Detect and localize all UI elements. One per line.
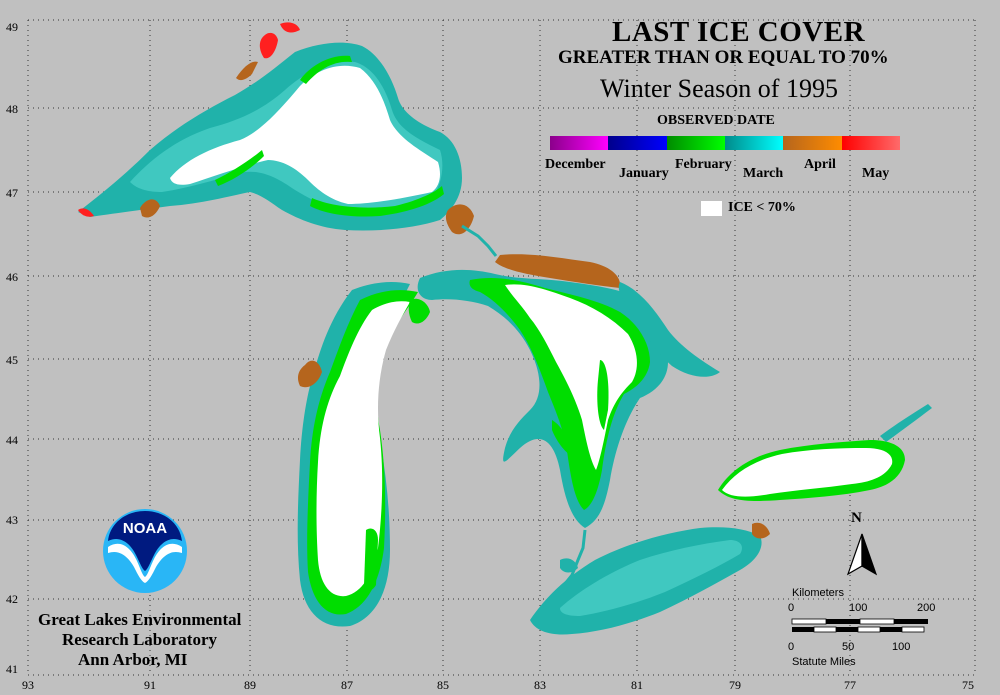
legend-swatch-december (550, 136, 609, 150)
legend-swatch-february (666, 136, 725, 150)
legend-swatch-may (841, 136, 900, 150)
lake-ontario (718, 404, 932, 501)
lat-label: 41 (6, 662, 18, 676)
scale-mi-tick: 50 (842, 641, 855, 653)
lat-label: 46 (6, 270, 18, 284)
scale-bar (791, 618, 928, 633)
lake-huron (417, 254, 720, 528)
lat-label: 47 (6, 186, 18, 200)
scale-km-tick: 0 (788, 602, 795, 614)
map-title: LAST ICE COVER (612, 16, 866, 48)
lat-label: 44 (6, 433, 18, 447)
lon-label: 79 (729, 678, 741, 692)
legend-label-may: May (862, 166, 890, 181)
scale-mi-title: Statute Miles (792, 656, 856, 668)
season-title: Winter Season of 1995 (600, 74, 838, 103)
lon-label: 81 (631, 678, 643, 692)
lat-label: 48 (6, 102, 18, 116)
ice-swatch (701, 201, 722, 216)
lon-label: 77 (844, 678, 856, 692)
lat-label: 42 (6, 592, 18, 606)
legend-color-bar (550, 136, 900, 150)
ice-legend-label: ICE < 70% (728, 200, 796, 215)
scale-km-tick: 200 (917, 602, 936, 614)
lon-label: 83 (534, 678, 546, 692)
agency-line3: Ann Arbor, MI (78, 650, 188, 669)
lon-label: 75 (962, 678, 974, 692)
north-label: N (851, 510, 862, 526)
scale-km-tick: 100 (849, 602, 868, 614)
map-subtitle: GREATER THAN OR EQUAL TO 70% (558, 47, 889, 68)
agency-line1: Great Lakes Environmental (38, 610, 242, 629)
lat-label: 45 (6, 353, 18, 367)
lat-label: 43 (6, 513, 18, 527)
lon-label: 85 (437, 678, 449, 692)
agency-line2: Research Laboratory (62, 630, 218, 649)
legend-swatch-march (724, 136, 784, 150)
scale-km-title: Kilometers (792, 587, 844, 599)
legend-label-march: March (743, 166, 784, 181)
north-arrow-icon (846, 533, 878, 576)
scale-mi-tick: 100 (892, 641, 911, 653)
lon-label: 89 (244, 678, 256, 692)
lake-superior (78, 22, 474, 235)
legend-swatch-january (608, 136, 667, 150)
lon-label: 91 (144, 678, 156, 692)
noaa-logo: NOAA (103, 509, 187, 593)
lon-label: 87 (341, 678, 353, 692)
legend-heading: OBSERVED DATE (657, 113, 775, 128)
legend-label-february: February (675, 157, 732, 172)
legend-label-december: December (545, 157, 606, 172)
scale-mi-tick: 0 (788, 641, 795, 653)
lake-michigan (297, 282, 430, 627)
st-marys-river (461, 224, 498, 257)
legend-label-january: January (619, 166, 669, 181)
lat-label: 49 (6, 20, 18, 34)
detroit-river (547, 529, 587, 602)
noaa-logo-text: NOAA (123, 520, 167, 537)
legend-swatch-april (783, 136, 842, 150)
legend-label-april: April (804, 157, 836, 172)
lon-label: 93 (22, 678, 34, 692)
lake-erie (530, 522, 770, 635)
